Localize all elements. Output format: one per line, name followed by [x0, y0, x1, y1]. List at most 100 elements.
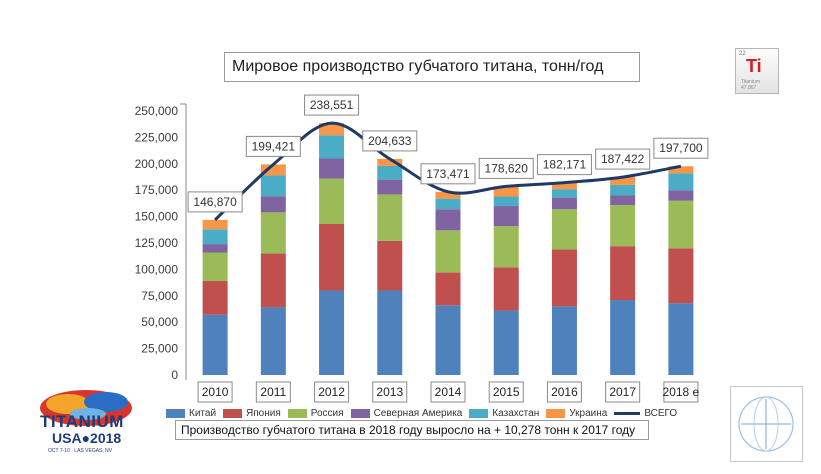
y-tick-label: 100,000 — [135, 262, 179, 276]
x-tick-box — [605, 381, 641, 403]
bar-segment — [493, 267, 519, 311]
bar-segment — [435, 209, 461, 231]
x-tick-label: 2016 — [551, 385, 578, 399]
data-label-box — [187, 191, 243, 213]
x-tick-label: 2012 — [318, 385, 345, 399]
bar-segment — [202, 314, 228, 375]
y-tick-label: 75,000 — [141, 289, 178, 303]
y-tick-label: 0 — [171, 368, 178, 382]
legend-label: Россия — [310, 407, 344, 419]
bar-segment — [668, 173, 694, 191]
bar-segment — [610, 246, 636, 301]
chart-title: Мировое производство губчатого титана, т… — [224, 52, 640, 82]
data-labels: 146,870 199,421 238,551 204,633 173,471 178,6… — [187, 94, 709, 213]
data-label: 197,700 — [659, 141, 703, 155]
legend-swatch — [287, 408, 307, 418]
titanium-element-logo: 22 Ti Titanium 47.867 — [735, 48, 779, 94]
x-tick-box — [372, 381, 408, 403]
y-tick-label: 200,000 — [135, 157, 179, 171]
data-label-box — [304, 94, 360, 116]
data-label-box — [595, 148, 651, 170]
x-tick-label: 2014 — [435, 385, 462, 399]
legend-label: Китай — [189, 407, 217, 419]
x-tick-label: 2013 — [376, 385, 403, 399]
bar-segment — [319, 135, 345, 159]
data-label: 173,471 — [426, 167, 470, 181]
data-label: 204,633 — [368, 134, 412, 148]
bar-segment — [610, 300, 636, 375]
bar-segment — [551, 182, 577, 190]
bar-segment — [377, 158, 403, 166]
x-tick-box — [430, 381, 466, 403]
bar-segment — [202, 252, 228, 282]
bar-segment — [610, 195, 636, 205]
bar-segment — [435, 305, 461, 375]
institute-logo-graphic — [738, 396, 794, 452]
x-tick-box — [197, 381, 233, 403]
legend-item-total: ВСЕГО — [614, 408, 677, 419]
element-caption: Titanium 47.867 — [741, 79, 760, 91]
logo-subtitle: OCT 7-10 · LAS VEGAS, NV — [48, 448, 113, 454]
bar-segment — [202, 244, 228, 253]
legend-swatch — [350, 408, 370, 418]
legend-label: Северная Америка — [373, 407, 463, 419]
bar-segment — [260, 175, 286, 197]
legend-item: Китай — [166, 408, 216, 419]
data-label-box — [478, 157, 534, 179]
bar-segment — [668, 200, 694, 249]
x-axis: 2010 2011 2012 2013 2014 2015 2016 2017 2018 е — [197, 381, 700, 403]
bar-segment — [319, 178, 345, 224]
bar-segment — [435, 198, 461, 210]
legend-item: Украина — [546, 408, 607, 419]
data-label: 146,870 — [193, 195, 237, 209]
footnote-text: Производство губчатого титана в 2018 год… — [181, 423, 636, 437]
legend-label: Украина — [569, 407, 608, 419]
bar-segment — [668, 166, 694, 174]
bar-segment — [260, 253, 286, 308]
y-tick-label: 150,000 — [135, 210, 179, 224]
x-tick-label: 2010 — [202, 385, 229, 399]
data-label: 178,620 — [485, 161, 529, 175]
x-tick-box — [488, 381, 524, 403]
legend-item: Россия — [287, 407, 344, 419]
y-tick-label: 50,000 — [141, 315, 178, 329]
bar-segment — [377, 290, 403, 375]
bar-segment — [319, 290, 345, 375]
data-label-box — [362, 130, 418, 152]
bar-segment — [202, 219, 228, 230]
legend-item: Казахстан — [469, 408, 539, 419]
bar-segment — [551, 197, 577, 210]
bar-segment — [668, 303, 694, 375]
data-label: 187,422 — [601, 152, 645, 166]
data-label: 199,421 — [252, 139, 296, 153]
element-symbol: Ti — [746, 56, 762, 76]
x-tick-box — [546, 381, 582, 403]
logo-usa: USA — [52, 430, 82, 446]
bar-segment — [319, 223, 345, 291]
bar-segment — [435, 272, 461, 306]
y-tick-label: 250,000 — [135, 104, 179, 118]
bar-segment — [610, 184, 636, 196]
y-tick-label: 125,000 — [135, 236, 179, 250]
logo-word: TITANIUM — [40, 412, 124, 431]
legend-swatch — [166, 408, 185, 418]
bar-segment — [551, 189, 577, 198]
element-number: 22 — [739, 51, 746, 57]
legend-swatch — [546, 408, 566, 418]
x-tick-label: 2011 — [260, 385, 286, 399]
bar-segment — [551, 306, 577, 375]
data-label-box — [420, 163, 476, 185]
bar-segment — [319, 158, 345, 179]
y-tick-label: 175,000 — [135, 183, 179, 197]
legend-label: Казахстан — [492, 407, 540, 419]
bar-segment — [551, 249, 577, 307]
logo-usa-year: USA●2018 — [52, 430, 122, 446]
legend-item: Япония — [223, 408, 281, 419]
x-tick-box — [663, 381, 699, 403]
bar-segment — [435, 230, 461, 273]
bar-segment — [202, 229, 228, 245]
bar-segment — [260, 307, 286, 375]
y-axis: 0 25,000 50,000 75,000 100,000 125,000 150,000… — [135, 103, 187, 382]
bar-segment — [668, 248, 694, 304]
legend-swatch — [223, 408, 243, 418]
